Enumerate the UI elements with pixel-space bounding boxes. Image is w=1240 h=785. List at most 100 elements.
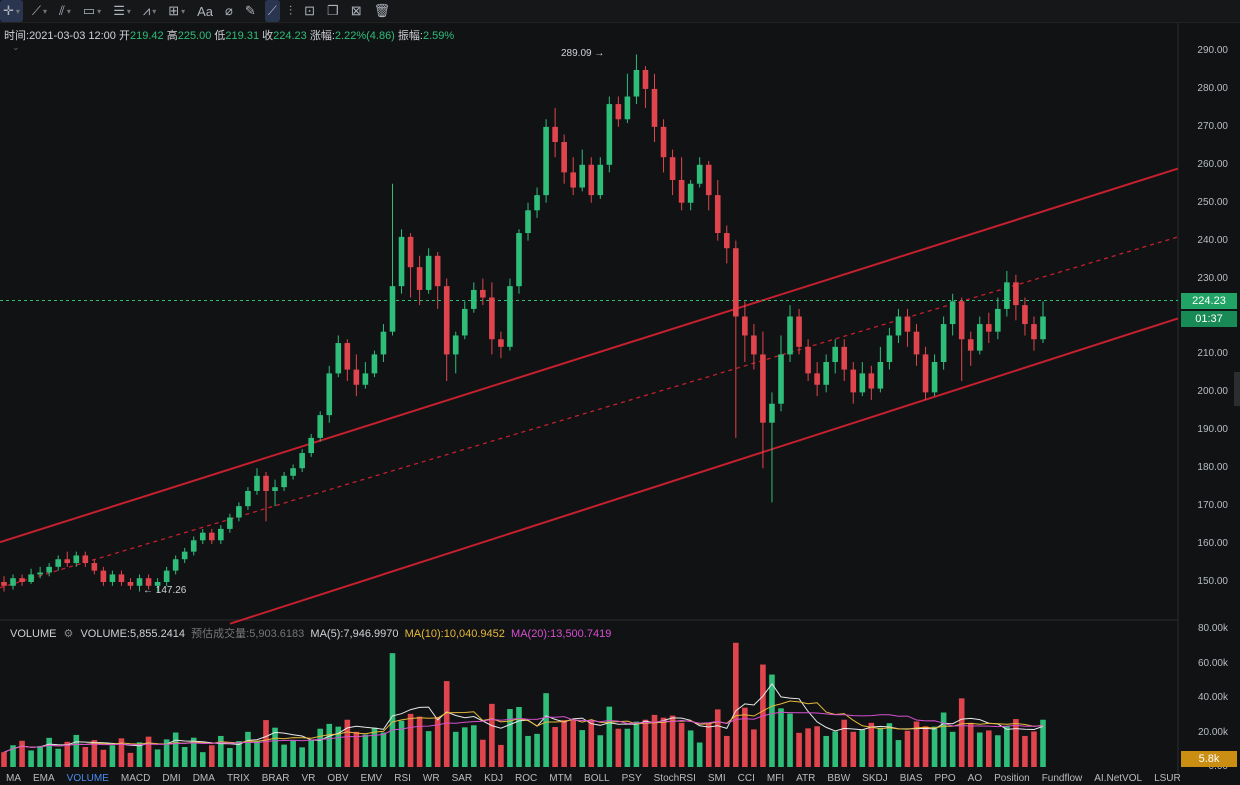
measure-icon[interactable]: ⊞ ▾ (165, 0, 188, 22)
indicator-tab[interactable]: AO (967, 773, 983, 784)
indicator-tab[interactable]: BBW (827, 773, 851, 784)
indicator-tab[interactable]: BRAR (261, 773, 290, 784)
indicator-tab[interactable]: EMV (360, 773, 383, 784)
indicator-tab[interactable]: Fundflow (1041, 773, 1083, 784)
indicator-tab[interactable]: ROC (515, 773, 538, 784)
chevron-down-icon[interactable]: ▾ (126, 6, 131, 16)
bars-icon[interactable]: ⫶ (286, 0, 295, 22)
indicator-tab[interactable]: BIAS (899, 773, 923, 784)
indicator-tab[interactable]: VR (301, 773, 316, 784)
indicator-tab[interactable]: PSY (621, 773, 642, 784)
time-value: 2021-03-03 12:00 (29, 30, 116, 42)
volume-bar (778, 708, 784, 767)
indicator-tab[interactable]: TRIX (226, 773, 250, 784)
text-icon[interactable]: Aa (194, 0, 216, 22)
candle-body (91, 563, 98, 571)
chevron-down-icon[interactable]: ▾ (97, 6, 102, 16)
indicator-tab[interactable]: SAR (451, 773, 473, 784)
ruler-icon[interactable]: ✎ (242, 0, 259, 22)
volume-bar (678, 722, 685, 767)
multiline-icon[interactable]: ⫽ ▾ (56, 0, 74, 22)
indicator-tab[interactable]: LSUR (1154, 773, 1180, 784)
volume-value: VOLUME:5,855.2414 (80, 628, 186, 640)
volume-bar (208, 745, 215, 767)
candle-body (995, 308, 1001, 332)
price-chart[interactable] (0, 23, 1240, 775)
collapse-chevron-icon[interactable]: ⌄ (12, 42, 20, 52)
volume-bar (796, 732, 802, 767)
volume-bar (163, 739, 170, 767)
volume-bar (489, 703, 495, 767)
volume-bar (940, 712, 947, 767)
candle-body (651, 88, 658, 127)
eraser-icon[interactable]: ⌀ (222, 0, 236, 22)
indicator-tab[interactable]: VOLUME (66, 773, 109, 784)
delete-icon[interactable]: 🗑 (371, 0, 394, 22)
hide-icon[interactable]: ⊠ (348, 0, 365, 22)
volume-bar (913, 721, 920, 767)
indicator-tab[interactable]: BOLL (584, 773, 610, 784)
indicator-tab[interactable]: DMA (192, 773, 215, 784)
volume-bar (480, 739, 486, 767)
indicator-tab[interactable]: MACD (120, 773, 151, 784)
indicator-tab[interactable]: MFI (766, 773, 785, 784)
price-axis-tick: 160.00 (1197, 538, 1228, 550)
chevron-down-icon[interactable]: ▾ (152, 6, 157, 16)
indicator-tab[interactable]: SKDJ (862, 773, 888, 784)
indicator-tab[interactable]: SMI (707, 773, 726, 784)
indicator-tab[interactable]: StochRSI (653, 773, 696, 784)
candle-body (507, 286, 513, 347)
candle-body (850, 369, 857, 393)
chevron-down-icon[interactable]: ▾ (15, 6, 20, 16)
candle-body (344, 343, 351, 370)
indicator-tab[interactable]: MA (6, 773, 21, 784)
fib-icon[interactable]: ☰ ▾ (110, 0, 134, 22)
candle-body (389, 286, 396, 332)
pattern-icon[interactable]: ⩘ ▾ (140, 0, 159, 22)
rectangle-icon[interactable]: ▭ ▾ (80, 0, 104, 22)
indicator-tab[interactable]: DMI (162, 773, 181, 784)
price-axis-tick: 270.00 (1197, 120, 1228, 132)
magnet-icon[interactable]: ⟋ (264, 0, 280, 22)
candle-body (841, 346, 848, 370)
crosshair-icon[interactable]: ✛ ▾ (0, 0, 23, 22)
volume-bar (172, 732, 179, 767)
indicator-tab[interactable]: AI.NetVOL (1094, 773, 1143, 784)
trendline-icon[interactable]: ⟋ ▾ (29, 0, 50, 22)
price-axis-tick: 230.00 (1197, 272, 1228, 284)
indicator-tab[interactable]: Position (994, 773, 1030, 784)
indicator-tab[interactable]: KDJ (484, 773, 504, 784)
lock-icon[interactable]: ⊡ (301, 0, 318, 22)
indicator-tab[interactable]: CCI (737, 773, 755, 784)
candle-body (823, 362, 829, 385)
chevron-down-icon[interactable]: ▾ (43, 6, 48, 16)
indicator-tab[interactable]: PPO (934, 773, 956, 784)
candle-body (561, 142, 567, 173)
indicator-tab[interactable]: WR (422, 773, 440, 784)
candle-body (516, 233, 522, 287)
chevron-down-icon[interactable]: ▾ (66, 6, 71, 16)
settings-icon[interactable]: ⚙ (63, 628, 74, 640)
volume-estimate: 预估成交量:5,903.6183 (191, 628, 305, 640)
panel-resize-handle[interactable] (1234, 372, 1240, 406)
indicator-tab[interactable]: OBV (327, 773, 349, 784)
volume-bar (552, 726, 558, 767)
candle-body (218, 528, 224, 541)
volume-bar (299, 747, 305, 767)
copy-icon[interactable]: ❐ (324, 0, 342, 22)
candle-body (1031, 324, 1037, 340)
volume-bar (326, 723, 333, 767)
indicator-tab[interactable]: ATR (796, 773, 816, 784)
chevron-down-icon[interactable]: ▾ (181, 6, 186, 16)
candle-body (272, 487, 278, 491)
volume-bar (443, 681, 450, 767)
volume-bar (452, 731, 459, 767)
indicator-tab[interactable]: RSI (394, 773, 411, 784)
candle-body (669, 157, 676, 180)
volume-bar (416, 716, 423, 767)
price-axis-tick: 180.00 (1197, 462, 1228, 474)
candle-body (967, 339, 974, 351)
indicator-tab[interactable]: EMA (33, 773, 55, 784)
indicator-tab[interactable]: MTM (549, 773, 573, 784)
candle-body (64, 559, 71, 564)
